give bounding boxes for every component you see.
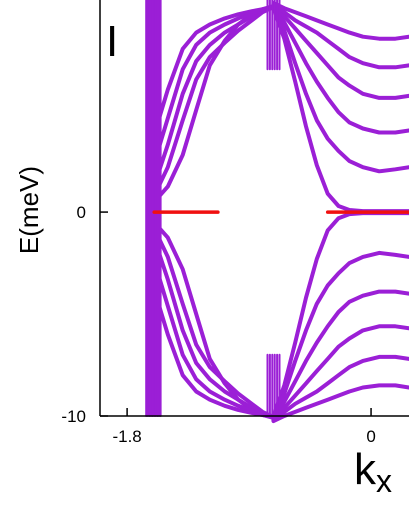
band-line-10-lower bbox=[271, 383, 409, 424]
x-tick-label: -1.8 bbox=[112, 427, 141, 446]
x-axis-label-base: k bbox=[354, 445, 377, 494]
band-line-1-lower bbox=[152, 226, 276, 419]
band-line-9-upper bbox=[271, 2, 409, 70]
x-axis-label-subscript: x bbox=[376, 463, 392, 499]
band-line-4-lower bbox=[152, 287, 276, 419]
y-tick-label: 0 bbox=[77, 203, 86, 222]
band-line-3-upper bbox=[152, 5, 276, 166]
band-line-6-lower bbox=[271, 250, 409, 420]
band-line-8-lower bbox=[271, 324, 409, 423]
band-line-10-upper bbox=[271, 1, 409, 41]
x-tick-label: 0 bbox=[366, 427, 375, 446]
axes: 0 -10 -1.8 0 bbox=[61, 0, 409, 446]
x-axis-label: kx bbox=[354, 445, 392, 499]
band-line-2-lower bbox=[152, 236, 276, 419]
band-line-6-upper bbox=[271, 4, 409, 174]
bands-layer bbox=[145, 0, 409, 424]
band-line-3-lower bbox=[152, 259, 276, 419]
band-line-7-lower bbox=[271, 289, 409, 422]
band-line-1-upper bbox=[152, 5, 276, 198]
band-line-7-upper bbox=[271, 3, 409, 135]
y-axis-label: E(meV) bbox=[14, 166, 44, 254]
band-line-9-lower bbox=[271, 354, 409, 423]
y-tick-label: -10 bbox=[61, 407, 86, 426]
panel-label: I bbox=[106, 17, 118, 66]
band-line-8-upper bbox=[271, 2, 409, 100]
band-line-4-upper bbox=[152, 5, 276, 137]
